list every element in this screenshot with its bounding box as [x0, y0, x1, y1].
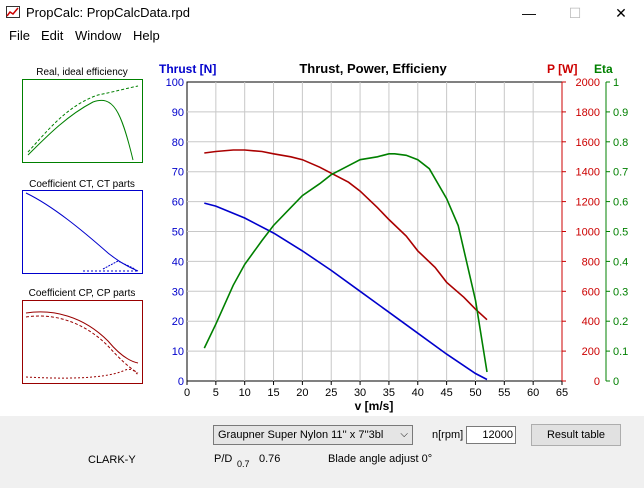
thrust-tick-label: 10: [172, 346, 184, 358]
menu-file[interactable]: File: [9, 28, 30, 43]
thumb-efficiency-label: Real, ideal efficiency: [36, 67, 128, 78]
rpm-label: n[rpm]: [432, 429, 464, 441]
power-tick-label: 1600: [576, 137, 600, 149]
eta-tick-label: 0.7: [613, 167, 628, 179]
pd-value: 0.76: [259, 453, 281, 465]
thumb-efficiency-chart[interactable]: [22, 79, 143, 163]
title-bar: PropCalc: PropCalcData.rpd — ☐ ✕: [0, 0, 644, 26]
close-button[interactable]: ✕: [615, 5, 627, 21]
eta-tick-label: 0.1: [613, 346, 628, 358]
chart-ticks: 0 5 10 15 20 25 30 35 40 45 50 55 60 6501020304050607…: [166, 77, 629, 399]
thumb-cp-plot: [25, 311, 139, 379]
propeller-select-value: Graupner Super Nylon 11'' x 7''3bl: [218, 429, 384, 441]
power-tick-label: 200: [582, 346, 600, 358]
window-title: PropCalc: PropCalcData.rpd: [26, 5, 191, 20]
x-tick-label: 25: [325, 387, 337, 399]
thumb-efficiency-plot: [27, 85, 139, 161]
power-tick-label: 600: [582, 286, 600, 298]
x-tick-label: 30: [354, 387, 366, 399]
thrust-tick-label: 100: [166, 77, 184, 89]
chart-title: Thrust, Power, Efficieny: [299, 61, 447, 76]
x-axis-label: v [m/s]: [355, 399, 394, 413]
thumb-cp-chart[interactable]: [22, 300, 143, 384]
thrust-tick-label: 0: [178, 376, 184, 388]
propeller-select[interactable]: Graupner Super Nylon 11'' x 7''3bl ⌵: [213, 425, 413, 445]
maximize-button[interactable]: ☐: [568, 5, 582, 21]
thrust-tick-label: 20: [172, 316, 184, 328]
menu-help[interactable]: Help: [133, 28, 160, 43]
eta-tick-label: 0.4: [613, 256, 628, 268]
x-tick-label: 50: [469, 387, 481, 399]
eta-tick-label: 0.6: [613, 197, 628, 209]
chart-grid: [187, 82, 562, 381]
x-tick-label: 55: [498, 387, 510, 399]
blade-angle-label: Blade angle adjust 0°: [328, 453, 433, 465]
x-tick-label: 45: [440, 387, 452, 399]
thumb-cp-label: Coefficient CP, CP parts: [28, 288, 136, 299]
x-tick-label: 15: [267, 387, 279, 399]
eta-tick-label: 0.3: [613, 286, 628, 298]
x-tick-label: 20: [296, 387, 308, 399]
thumb-ct-plot: [25, 192, 139, 272]
x-tick-label: 10: [239, 387, 251, 399]
thumb-ct-label: Coefficient CT, CT parts: [29, 179, 135, 190]
eta-tick-label: 0.5: [613, 227, 628, 239]
efficiency-series-line: [203, 153, 488, 373]
eta-tick-label: 1: [613, 77, 619, 89]
thrust-series-line: [204, 202, 488, 381]
chart-series: [203, 149, 488, 381]
thrust-tick-label: 80: [172, 137, 184, 149]
thrust-tick-label: 40: [172, 256, 184, 268]
menu-bar: File Edit Window Help: [0, 26, 644, 46]
power-tick-label: 1200: [576, 197, 600, 209]
pd-label: P/D: [214, 453, 233, 465]
x-tick-label: 40: [412, 387, 424, 399]
eta-tick-label: 0.8: [613, 137, 628, 149]
power-tick-label: 1000: [576, 227, 600, 239]
menu-window[interactable]: Window: [75, 28, 122, 43]
thrust-tick-label: 90: [172, 107, 184, 119]
pd-subscript: 0.7: [237, 459, 250, 469]
power-tick-label: 1800: [576, 107, 600, 119]
x-tick-label: 35: [383, 387, 395, 399]
thrust-axis-label: Thrust [N]: [159, 62, 216, 76]
x-tick-label: 65: [556, 387, 568, 399]
power-tick-label: 1400: [576, 167, 600, 179]
thrust-tick-label: 70: [172, 167, 184, 179]
power-tick-label: 800: [582, 256, 600, 268]
thrust-power-efficiency-chart: Thrust, Power, Efficieny Thrust [N] P [W…: [159, 61, 629, 413]
power-series-line: [204, 149, 488, 321]
eta-axis-label: Eta: [594, 62, 613, 76]
rpm-input[interactable]: 12000: [466, 426, 516, 444]
thumb-ct-chart[interactable]: [22, 190, 143, 274]
eta-tick-label: 0: [613, 376, 619, 388]
app-icon: [6, 6, 20, 18]
menu-edit[interactable]: Edit: [41, 28, 64, 43]
x-tick-label: 5: [213, 387, 219, 399]
eta-tick-label: 0.9: [613, 107, 628, 119]
eta-tick-label: 0.2: [613, 316, 628, 328]
power-tick-label: 0: [594, 376, 600, 388]
power-axis-label: P [W]: [547, 62, 577, 76]
thrust-tick-label: 50: [172, 227, 184, 239]
minimize-button[interactable]: —: [522, 5, 536, 21]
thrust-tick-label: 60: [172, 197, 184, 209]
result-table-button[interactable]: Result table: [531, 424, 621, 446]
airfoil-label: CLARK-Y: [88, 454, 136, 466]
x-tick-label: 60: [527, 387, 539, 399]
thrust-tick-label: 30: [172, 286, 184, 298]
chevron-down-icon: ⌵: [400, 429, 408, 440]
power-tick-label: 2000: [576, 77, 600, 89]
x-tick-label: 0: [184, 387, 190, 399]
power-tick-label: 400: [582, 316, 600, 328]
